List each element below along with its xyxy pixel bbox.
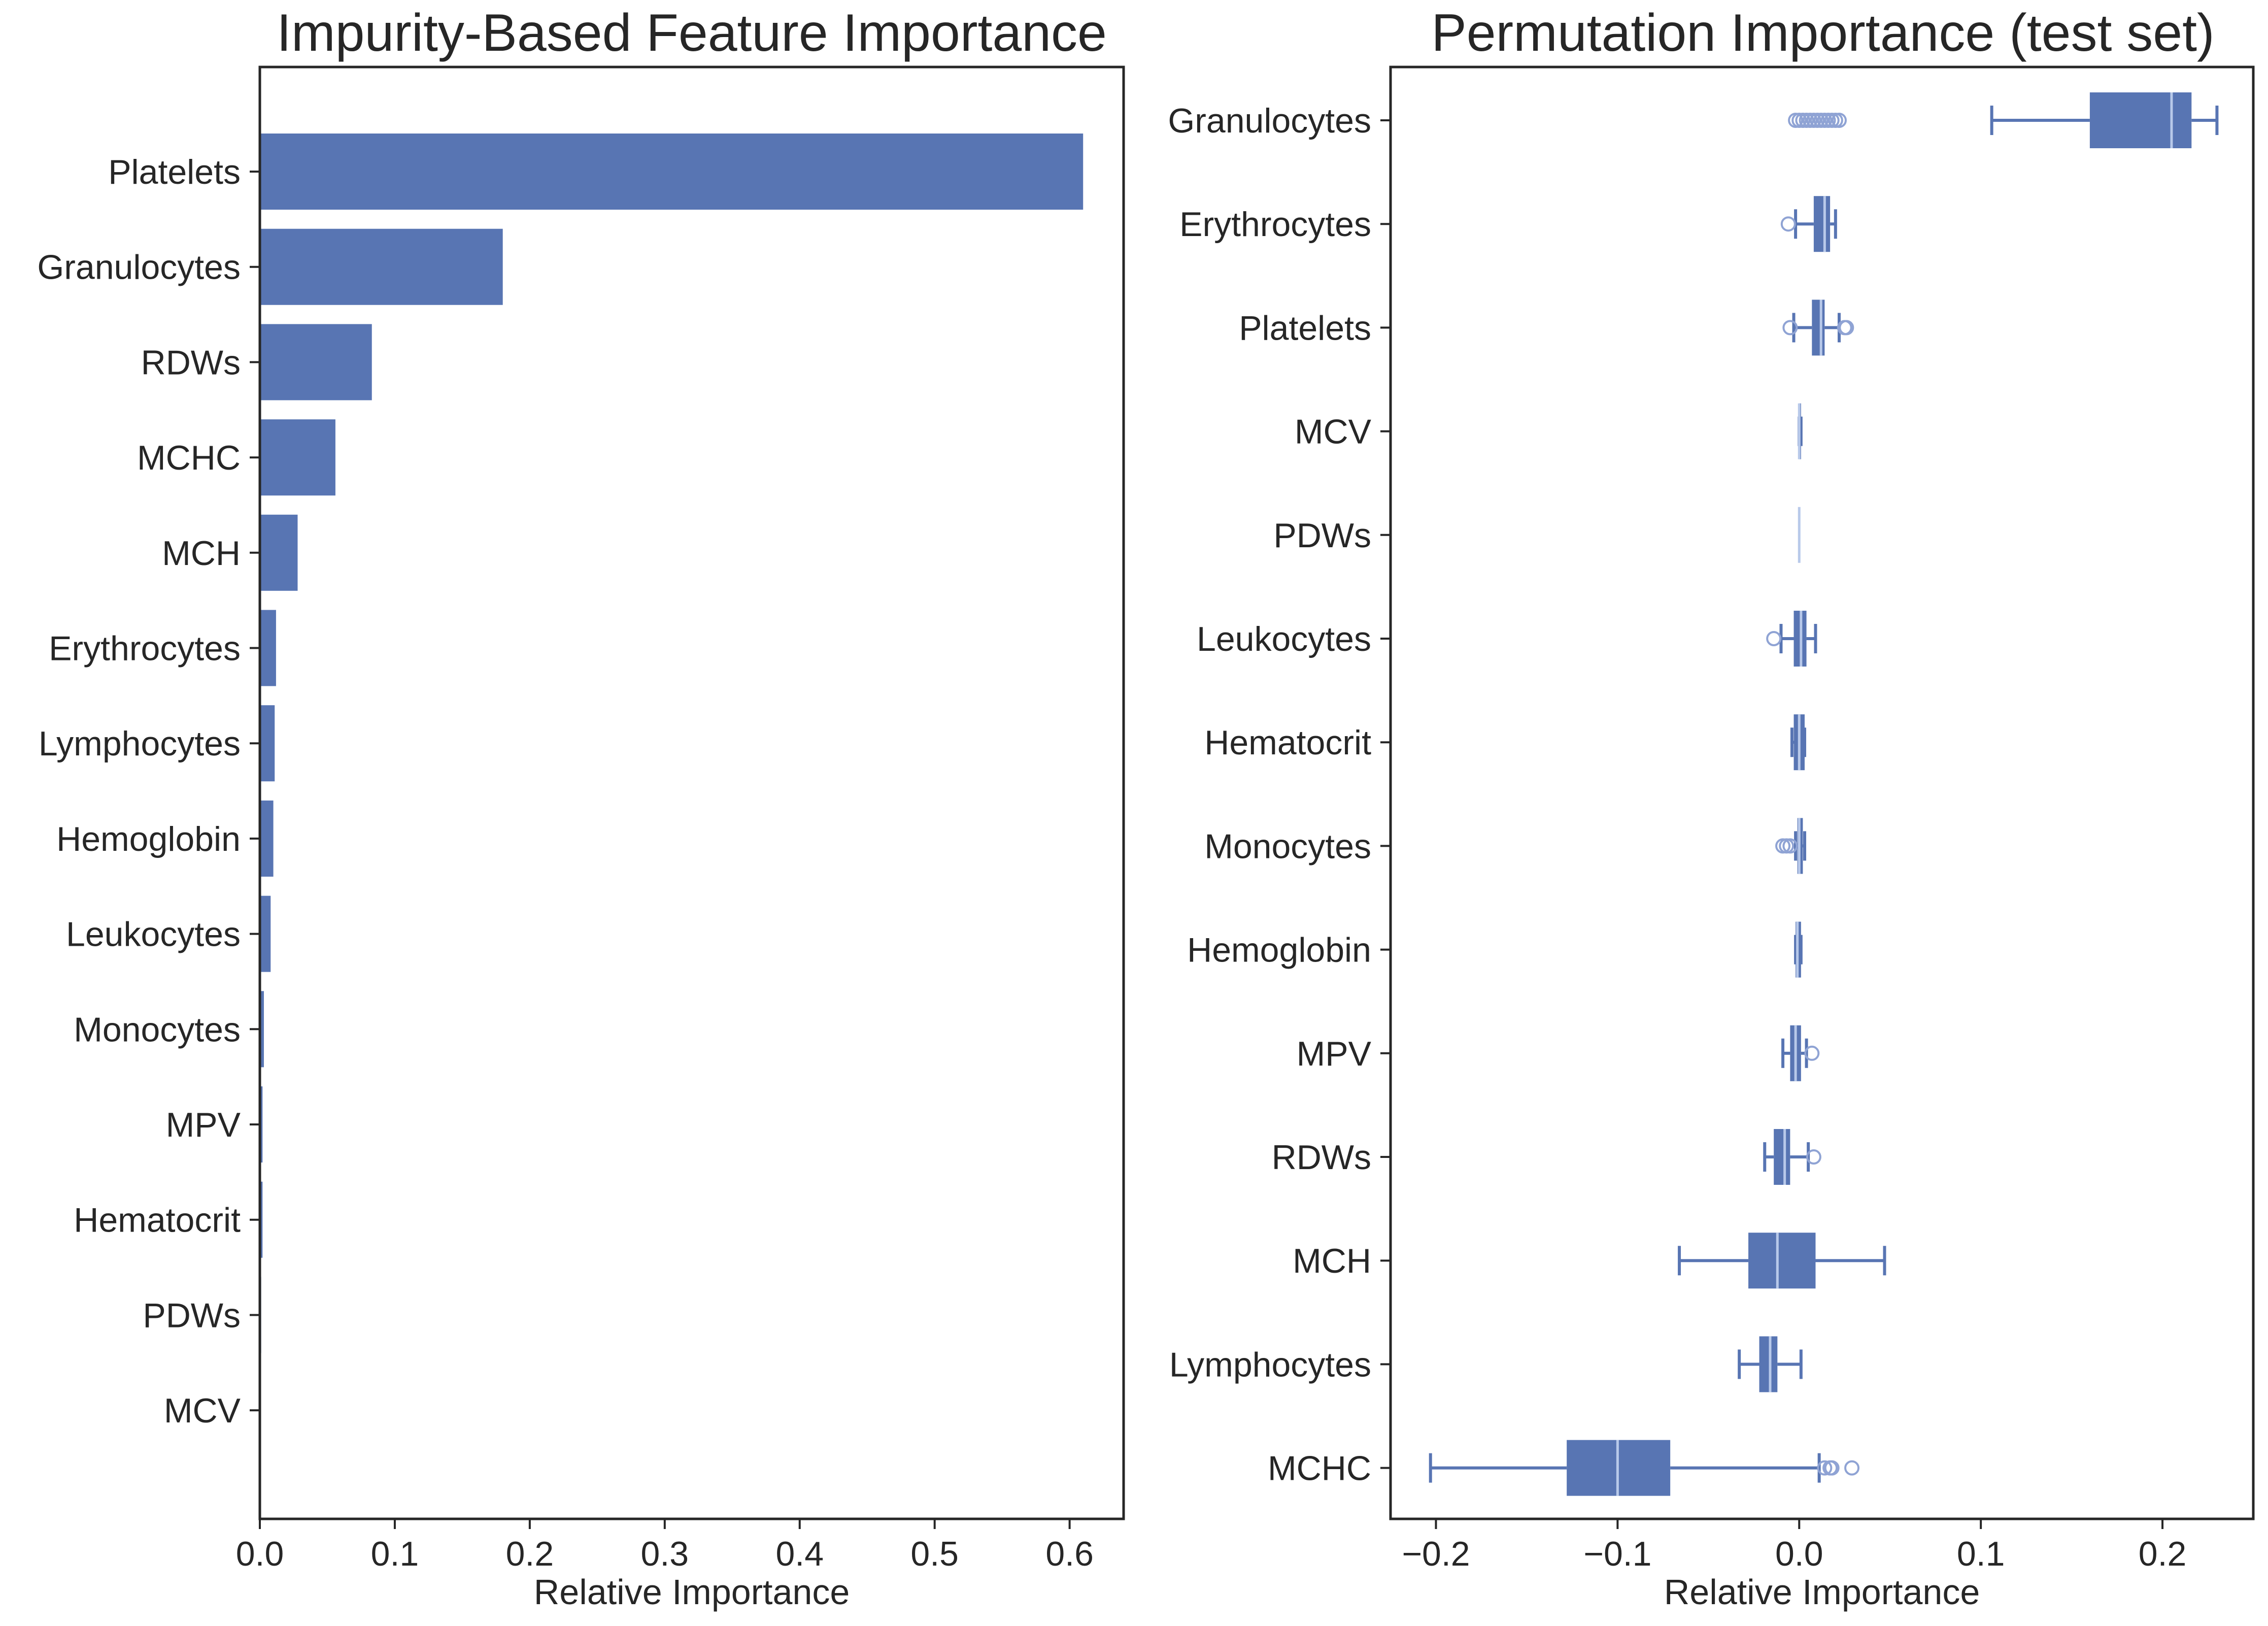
y-tick-label-pdws: PDWs [143,1296,241,1335]
box-iqr [1774,1129,1790,1185]
outlier-point [1832,113,1847,128]
y-tick-label-monocytes: Monocytes [74,1010,241,1049]
outlier-point [1817,1460,1833,1476]
x-tick-label: −0.1 [1583,1535,1651,1573]
y-tick-label-monocytes: Monocytes [1204,827,1371,866]
x-tick-label: 0.1 [371,1535,419,1573]
box-mchc [1429,1440,1860,1496]
y-tick-label-erythrocytes: Erythrocytes [1179,205,1371,244]
box-leukocytes [1766,611,1817,667]
outlier-point [1780,216,1796,232]
impurity-importance-panel: Impurity-Based Feature Importance Platel… [37,4,1125,1612]
bar-erythrocytes [260,610,276,686]
y-tick-label-mch: MCH [162,534,241,573]
box-mch [1678,1233,1886,1289]
x-tick-label: 0.3 [641,1535,689,1573]
impurity-x-axis-label: Relative Importance [534,1572,850,1612]
outlier-point [1804,1045,1820,1061]
y-tick-label-platelets: Platelets [1239,309,1371,347]
outlier-point [1782,838,1798,854]
bar-granulocytes [260,228,503,305]
impurity-bars [260,134,1084,1449]
box-iqr [1748,1233,1816,1289]
x-tick-label: −0.2 [1402,1535,1470,1573]
impurity-plot-frame [258,65,1125,1520]
y-tick-label-hematocrit: Hematocrit [74,1201,241,1240]
y-tick-label-granulocytes: Granulocytes [1168,102,1371,140]
outlier-point [1844,1460,1860,1476]
box-mpv [1781,1025,1820,1081]
outlier-point [1782,320,1798,336]
permutation-chart-title: Permutation Importance (test set) [1431,4,2214,62]
permutation-boxes [1429,92,2219,1496]
x-tick-label: 0.0 [236,1535,284,1573]
impurity-x-axis: 0.0 0.1 0.2 0.3 0.4 0.5 0.6 [236,1519,1094,1573]
bar-mchc [260,419,335,496]
outlier-point [1839,320,1854,336]
outlier-point [1806,1149,1821,1165]
box-monocytes [1775,818,1806,874]
box-rdws [1763,1129,1821,1185]
y-tick-label-mcv: MCV [1295,413,1372,451]
x-tick-label: 0.2 [2139,1535,2187,1573]
y-tick-label-pdws: PDWs [1273,516,1371,555]
y-tick-label-lymphocytes: Lymphocytes [1169,1345,1371,1384]
box-granulocytes [1788,92,2219,148]
permutation-y-axis: Granulocytes Erythrocytes Platelets MCV PDWs… [1168,102,1391,1488]
outlier-point [1824,1460,1840,1476]
y-tick-label-mchc: MCHC [1268,1449,1371,1488]
bar-monocytes [260,991,264,1068]
permutation-plot-frame [1389,65,2255,1520]
y-tick-label-granulocytes: Granulocytes [37,248,241,287]
bar-rdws [260,324,372,401]
box-lymphocytes [1738,1336,1803,1392]
permutation-x-axis: −0.2 −0.1 0.0 0.1 0.2 [1402,1519,2186,1573]
x-tick-label: 0.6 [1045,1535,1094,1573]
y-tick-label-mchc: MCHC [137,439,241,477]
y-tick-label-erythrocytes: Erythrocytes [49,629,241,668]
bar-mpv [260,1086,263,1163]
permutation-importance-panel: Permutation Importance (test set) Granul… [1168,4,2255,1612]
box-erythrocytes [1780,196,1837,252]
box-platelets [1782,300,1854,356]
y-tick-label-hemoglobin: Hemoglobin [56,820,241,858]
box-iqr [1812,300,1825,356]
y-tick-label-rdws: RDWs [141,343,241,382]
box-hematocrit [1790,714,1806,771]
y-tick-label-mpv: MPV [1297,1035,1372,1073]
x-tick-label: 0.1 [1957,1535,2005,1573]
box-iqr [1813,196,1831,252]
x-tick-label: 0.5 [910,1535,959,1573]
permutation-x-axis-label: Relative Importance [1664,1572,1980,1612]
x-tick-label: 0.2 [506,1535,554,1573]
bar-leukocytes [260,895,271,972]
y-tick-label-lymphocytes: Lymphocytes [39,724,241,763]
x-tick-label: 0.0 [1775,1535,1823,1573]
y-tick-label-rdws: RDWs [1272,1138,1371,1177]
x-tick-label: 0.4 [775,1535,824,1573]
impurity-chart-title: Impurity-Based Feature Importance [277,4,1107,62]
bar-mch [260,514,298,591]
bar-platelets [260,134,1084,210]
y-tick-label-mch: MCH [1293,1242,1371,1280]
box-iqr [1759,1336,1778,1392]
y-tick-label-leukocytes: Leukocytes [1197,620,1371,658]
bar-hemoglobin [260,800,274,877]
y-tick-label-mpv: MPV [166,1106,241,1144]
box-mcv [1798,403,1803,459]
y-tick-label-leukocytes: Leukocytes [66,915,241,954]
bar-hematocrit [260,1181,263,1258]
y-tick-label-platelets: Platelets [108,153,241,191]
box-hemoglobin [1794,921,1803,978]
box-iqr [2089,92,2192,148]
y-tick-label-hemoglobin: Hemoglobin [1187,931,1371,970]
bar-lymphocytes [260,705,275,782]
impurity-y-axis: Platelets Granulocytes RDWs MCHC MCH Erythroc… [37,153,260,1430]
outlier-point [1766,631,1782,646]
y-tick-label-hematocrit: Hematocrit [1204,723,1371,762]
y-tick-label-mcv: MCV [164,1391,241,1430]
